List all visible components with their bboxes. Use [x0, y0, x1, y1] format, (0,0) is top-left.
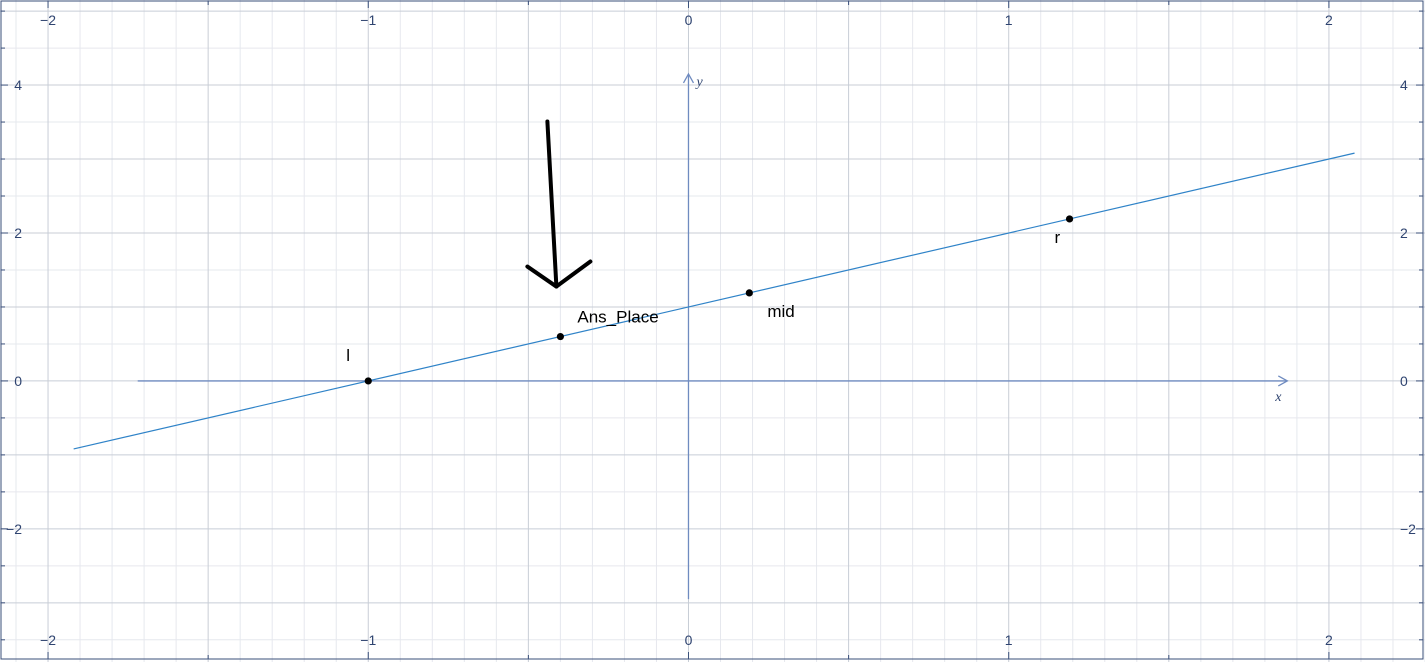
x-tick-label-bottom: 0	[685, 632, 693, 648]
point-r	[1065, 215, 1074, 223]
point-label-l: l	[346, 346, 350, 365]
x-tick-label-top: −2	[40, 12, 56, 28]
y-tick-label-left: 4	[14, 77, 22, 93]
x-tick-label-bottom: 1	[1005, 632, 1013, 648]
x-tick-label-top: 1	[1005, 12, 1013, 28]
x-tick-label-top: 2	[1325, 12, 1333, 28]
point-l	[364, 377, 372, 385]
point-ans-place	[556, 332, 564, 341]
series	[73, 152, 1355, 450]
annotation-arrowhead-icon	[525, 259, 593, 289]
y-tick-label-right: −2	[1400, 521, 1416, 537]
x-axis-label: x	[1274, 390, 1282, 405]
y-tick-label-left: −2	[6, 521, 22, 537]
tick-labels: −2 −2 −1 −1 0 0 1 1 2 2 −2 −2 0 0 2 2 4 4	[6, 12, 1416, 648]
annotation	[525, 119, 593, 289]
y-axis-label: y	[694, 75, 703, 90]
y-tick-label-left: 2	[14, 225, 22, 241]
x-tick-label-bottom: 2	[1325, 632, 1333, 648]
x-axis-arrowhead-icon	[1277, 375, 1289, 387]
points: l Ans_Place mid r	[346, 215, 1074, 385]
series-line	[73, 152, 1355, 450]
annotation-arrow-icon	[545, 119, 559, 289]
x-tick-label-bottom: −1	[360, 632, 376, 648]
x-tick-label-top: −1	[360, 12, 376, 28]
x-tick-label-top: 0	[685, 12, 693, 28]
point-label-r: r	[1055, 228, 1061, 247]
y-tick-label-right: 0	[1400, 373, 1408, 389]
point-label-ans-place: Ans_Place	[577, 308, 658, 327]
y-axis-arrowhead-icon	[682, 72, 695, 84]
y-tick-label-right: 2	[1400, 225, 1408, 241]
point-label-mid: mid	[767, 302, 794, 321]
y-tick-label-right: 4	[1400, 77, 1408, 93]
y-tick-label-left: 0	[14, 373, 22, 389]
x-tick-label-bottom: −2	[40, 632, 56, 648]
axes: x y	[137, 72, 1289, 600]
point-mid	[745, 289, 753, 297]
